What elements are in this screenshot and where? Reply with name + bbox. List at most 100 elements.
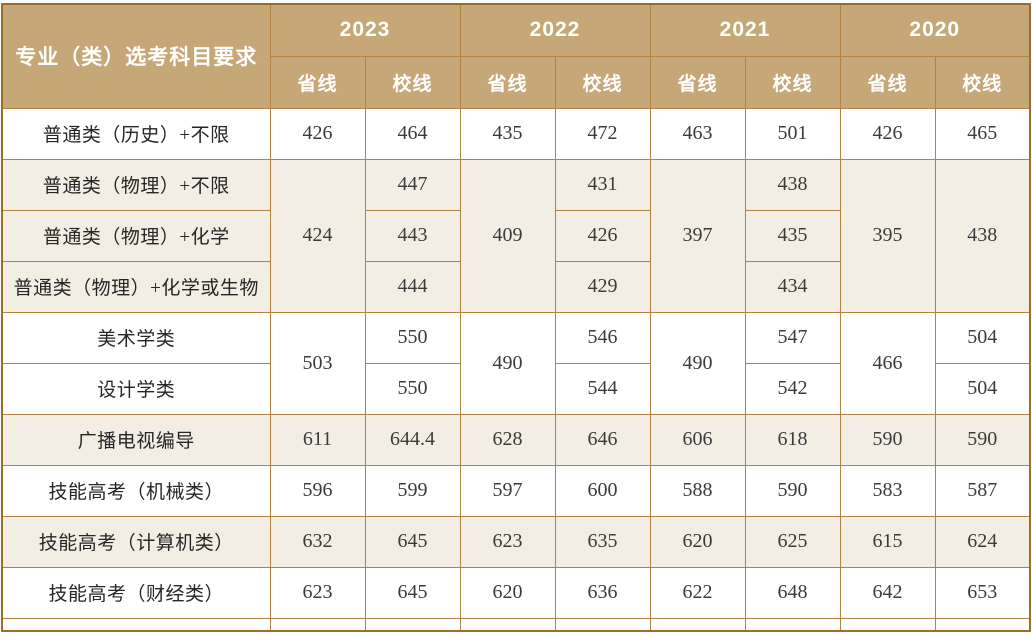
score-cell: 623 xyxy=(459,515,556,568)
empty-cell xyxy=(554,617,651,632)
subheader-school-2020: 校线 xyxy=(934,55,1031,109)
admission-scores-table: 专业（类）选考科目要求 2023 2022 2021 2020 省线 校线 省线… xyxy=(1,3,1031,632)
table-row-fine-arts: 美术学类 503 550 490 546 490 547 466 504 xyxy=(1,311,1031,415)
subheader-province-2021: 省线 xyxy=(649,55,746,109)
score-cell: 504 xyxy=(934,311,1031,364)
subheader-province-2023: 省线 xyxy=(269,55,366,109)
empty-cell xyxy=(744,617,841,632)
score-cell: 628 xyxy=(459,413,556,466)
score-cell: 620 xyxy=(459,566,556,619)
score-cell: 625 xyxy=(744,515,841,568)
score-cell: 644.4 xyxy=(364,413,461,466)
score-cell: 597 xyxy=(459,464,556,517)
score-cell: 472 xyxy=(554,107,651,160)
row-label: 广播电视编导 xyxy=(1,413,271,466)
score-cell: 590 xyxy=(839,413,936,466)
score-cell-merged: 409 xyxy=(459,158,556,313)
score-cell: 624 xyxy=(934,515,1031,568)
row-label: 普通类（历史）+不限 xyxy=(1,107,271,160)
header-row-years: 专业（类）选考科目要求 2023 2022 2021 2020 xyxy=(1,3,1031,109)
score-cell: 648 xyxy=(744,566,841,619)
table-row-broadcasting: 广播电视编导 611 644.4 628 646 606 618 590 590 xyxy=(1,413,1031,466)
score-cell: 504 xyxy=(934,362,1031,415)
table-row-skills-mechanical: 技能高考（机械类） 596 599 597 600 588 590 583 58… xyxy=(1,464,1031,517)
row-label: 技能高考（计算机类） xyxy=(1,515,271,568)
score-cell-merged: 424 xyxy=(269,158,366,313)
score-cell: 544 xyxy=(554,362,651,415)
score-cell: 646 xyxy=(554,413,651,466)
row-label: 设计学类 xyxy=(1,362,271,415)
year-header-2023: 2023 xyxy=(269,3,461,57)
row-label: 技能高考（机械类） xyxy=(1,464,271,517)
subheader-school-2021: 校线 xyxy=(744,55,841,109)
score-cell: 547 xyxy=(744,311,841,364)
row-label: 普通类（物理）+化学 xyxy=(1,209,271,262)
empty-cell xyxy=(839,617,936,632)
score-cell: 426 xyxy=(554,209,651,262)
score-cell: 435 xyxy=(744,209,841,262)
score-cell: 611 xyxy=(269,413,366,466)
score-cell: 426 xyxy=(269,107,366,160)
subheader-province-2022: 省线 xyxy=(459,55,556,109)
score-cell: 615 xyxy=(839,515,936,568)
empty-cell xyxy=(934,617,1031,632)
score-cell: 636 xyxy=(554,566,651,619)
score-cell: 444 xyxy=(364,260,461,313)
score-cell-merged: 490 xyxy=(649,311,746,415)
score-cell: 590 xyxy=(744,464,841,517)
table-row-cutoff xyxy=(1,617,1031,632)
year-header-2021: 2021 xyxy=(649,3,841,57)
score-cell: 550 xyxy=(364,362,461,415)
empty-cell xyxy=(1,617,271,632)
score-cell: 429 xyxy=(554,260,651,313)
score-cell: 588 xyxy=(649,464,746,517)
score-cell: 465 xyxy=(934,107,1031,160)
row-label: 美术学类 xyxy=(1,311,271,364)
score-cell: 606 xyxy=(649,413,746,466)
empty-cell xyxy=(269,617,366,632)
score-cell: 501 xyxy=(744,107,841,160)
year-header-2022: 2022 xyxy=(459,3,651,57)
header-row-lines: 省线 校线 省线 校线 省线 校线 省线 校线 xyxy=(2,55,1031,109)
score-cell: 434 xyxy=(744,260,841,313)
score-cell: 623 xyxy=(269,566,366,619)
empty-cell xyxy=(459,617,556,632)
score-cell: 599 xyxy=(364,464,461,517)
score-cell-merged: 490 xyxy=(459,311,556,415)
score-cell: 431 xyxy=(554,158,651,211)
subheader-school-2023: 校线 xyxy=(364,55,461,109)
score-cell: 435 xyxy=(459,107,556,160)
score-cell: 542 xyxy=(744,362,841,415)
score-cell: 596 xyxy=(269,464,366,517)
score-cell: 618 xyxy=(744,413,841,466)
row-label: 技能高考（财经类） xyxy=(1,566,271,619)
score-cell-merged: 395 xyxy=(839,158,936,313)
score-cell-merged: 397 xyxy=(649,158,746,313)
score-cell: 645 xyxy=(364,566,461,619)
year-header-2020: 2020 xyxy=(839,3,1031,57)
score-cell: 620 xyxy=(649,515,746,568)
empty-cell xyxy=(364,617,461,632)
subheader-school-2022: 校线 xyxy=(554,55,651,109)
corner-header: 专业（类）选考科目要求 xyxy=(1,3,271,109)
table-row-history: 普通类（历史）+不限 426 464 435 472 463 501 426 4… xyxy=(1,107,1031,160)
score-cell: 438 xyxy=(744,158,841,211)
score-cell: 443 xyxy=(364,209,461,262)
score-cell: 546 xyxy=(554,311,651,364)
score-cell: 426 xyxy=(839,107,936,160)
score-cell: 583 xyxy=(839,464,936,517)
empty-cell xyxy=(649,617,746,632)
score-cell: 645 xyxy=(364,515,461,568)
score-cell: 642 xyxy=(839,566,936,619)
score-cell: 622 xyxy=(649,566,746,619)
score-cell-merged: 466 xyxy=(839,311,936,415)
score-cell: 447 xyxy=(364,158,461,211)
score-cell-merged: 503 xyxy=(269,311,366,415)
row-label: 普通类（物理）+化学或生物 xyxy=(1,260,271,313)
row-label: 普通类（物理）+不限 xyxy=(1,158,271,211)
score-cell: 653 xyxy=(934,566,1031,619)
score-cell: 464 xyxy=(364,107,461,160)
table-row-physics-any: 普通类（物理）+不限 424 447 409 431 397 438 395 4… xyxy=(1,158,1031,313)
score-cell: 590 xyxy=(934,413,1031,466)
score-cell: 600 xyxy=(554,464,651,517)
